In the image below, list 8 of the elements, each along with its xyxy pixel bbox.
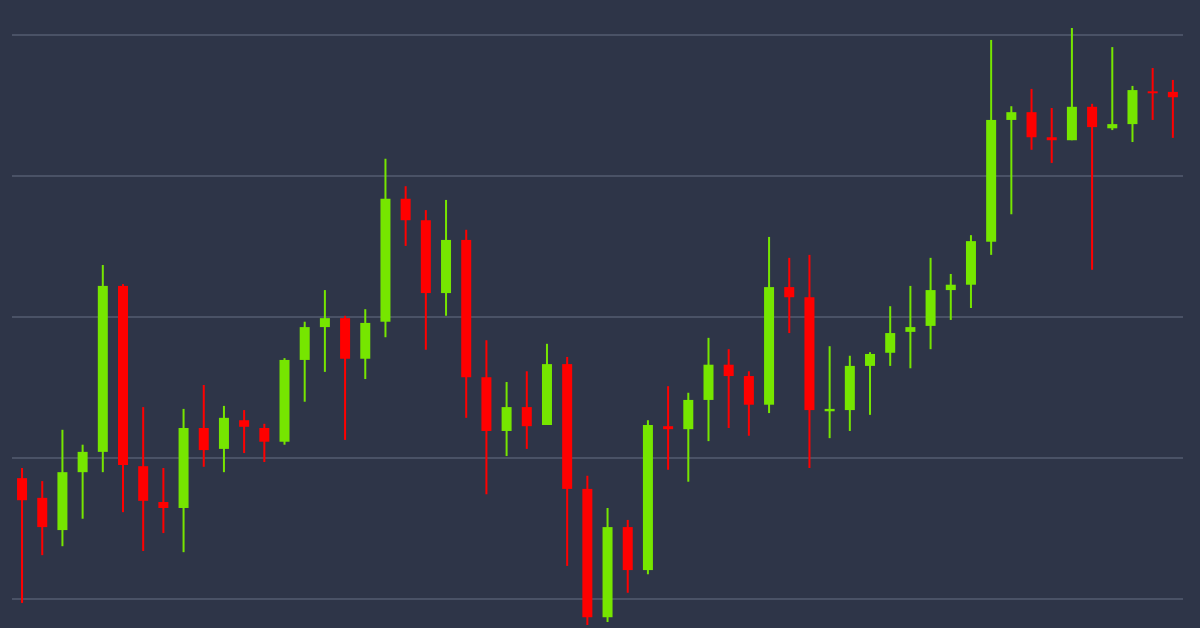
candlestick [158, 467, 169, 534]
candlestick [1006, 106, 1017, 215]
candlestick [905, 285, 916, 369]
candlestick [1167, 79, 1178, 138]
candlestick [1107, 47, 1118, 131]
candlestick [663, 386, 674, 470]
candlestick [1046, 108, 1057, 163]
candlestick [1147, 68, 1158, 120]
